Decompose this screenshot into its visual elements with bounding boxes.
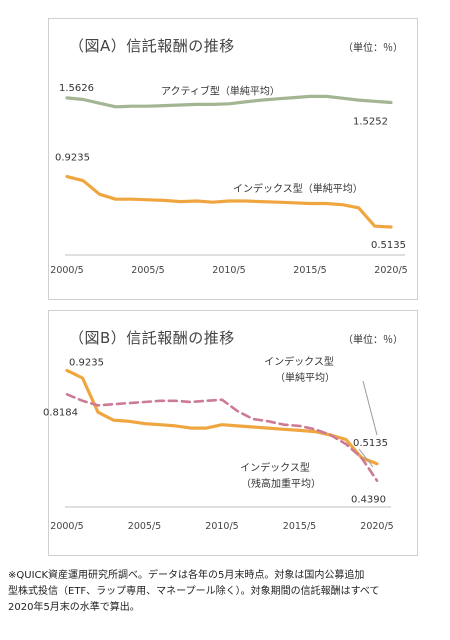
- leader-line: [358, 448, 374, 468]
- x-tick-label: 2005/5: [131, 265, 164, 276]
- series-name-line: （残高加重平均）: [241, 477, 321, 490]
- chart-title: （図A）信託報酬の推移: [69, 37, 235, 55]
- chart-panel-a: （図A）信託報酬の推移 （単位：％） 2000/5 2005/5 2010/5 201…: [48, 18, 418, 300]
- end-value-label: 0.4390: [351, 495, 386, 506]
- series-name-line: （単純平均）: [275, 371, 335, 384]
- footnote: ※QUICK資産運用研究所調べ。データは各年の5月末時点。対象は国内公募追加 型…: [8, 568, 444, 616]
- chart-panel-b: （図B）信託報酬の推移 （単位：％） 2000/5 2005/5 2010/5 201…: [43, 310, 418, 556]
- chart-unit: （単位：％）: [343, 43, 403, 54]
- footnote-line: 2020年5月末の水準で算出。: [8, 602, 140, 613]
- x-tick-label: 2020/5: [374, 265, 407, 276]
- x-tick-label: 2020/5: [360, 521, 393, 532]
- end-value-label: 0.5135: [353, 438, 388, 449]
- series-name-label: インデックス型 （単純平均）: [264, 355, 335, 384]
- x-tick-label: 2015/5: [293, 265, 326, 276]
- series-name-line: インデックス型: [264, 355, 334, 368]
- footnote-line: 型株式投信（ETF、ラップ専用、マネープール除く）。対象期間の信託報酬はすべて: [8, 586, 380, 597]
- footnote-line: ※QUICK資産運用研究所調べ。データは各年の5月末時点。対象は国内公募追加: [8, 570, 365, 581]
- leader-line: [362, 380, 378, 436]
- series-name-label: アクティブ型（単純平均）: [161, 85, 280, 98]
- series-line: [65, 393, 379, 482]
- series-line: [65, 368, 379, 466]
- chart-title: （図B）信託報酬の推移: [69, 329, 235, 347]
- start-value-label: 1.5626: [59, 83, 94, 94]
- series-line: [65, 94, 393, 109]
- start-value-label: 0.9235: [69, 357, 104, 368]
- x-tick-label: 2010/5: [212, 265, 245, 276]
- chart-b-plot: 2000/5 2005/5 2010/5 2015/5 2020/5 0.9235 0.51…: [43, 355, 394, 532]
- chart-a-plot: 2000/5 2005/5 2010/5 2015/5 2020/5 1.5626 1.52…: [50, 83, 407, 276]
- series-name-label: インデックス型（単純平均）: [233, 182, 363, 195]
- series-name-line: インデックス型: [240, 461, 310, 474]
- end-value-label: 1.5252: [353, 117, 388, 128]
- end-value-label: 0.5135: [371, 240, 406, 251]
- chart-unit: （単位：％）: [343, 335, 403, 346]
- start-value-label: 0.9235: [55, 153, 90, 164]
- x-tick-label: 2000/5: [50, 265, 83, 276]
- start-value-label: 0.8184: [43, 407, 78, 418]
- x-tick-label: 2000/5: [50, 521, 83, 532]
- series-name-label: インデックス型 （残高加重平均）: [240, 461, 321, 490]
- x-tick-label: 2015/5: [283, 521, 316, 532]
- x-tick-label: 2005/5: [128, 521, 161, 532]
- x-tick-label: 2010/5: [205, 521, 238, 532]
